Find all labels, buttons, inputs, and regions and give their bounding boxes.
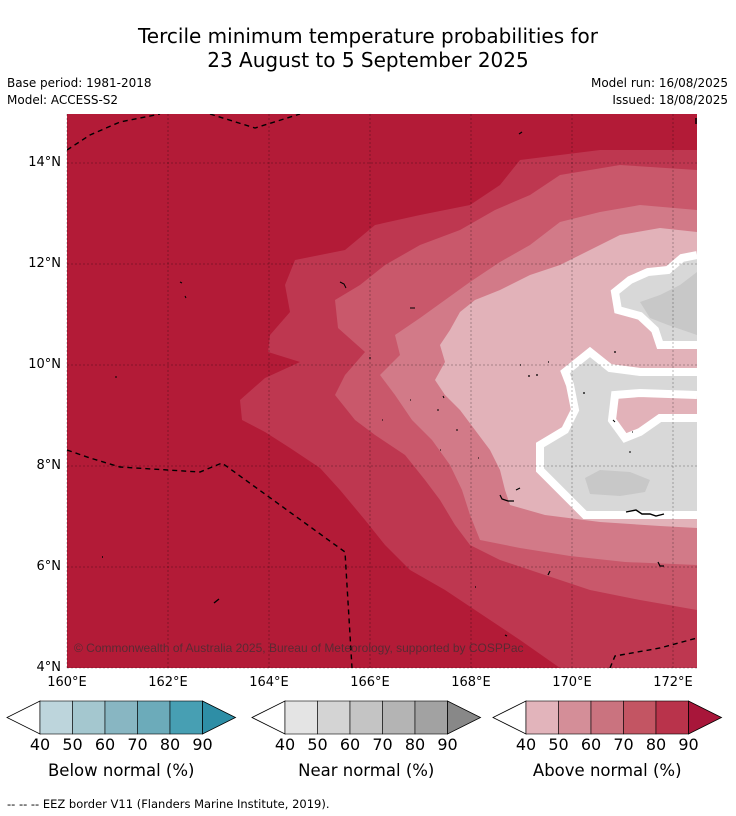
island-11 [612, 419, 633, 453]
colorbar-tick-label: 60 [94, 735, 116, 754]
eez-border-sw [67, 449, 353, 668]
colorbar-title: Above normal (%) [532, 761, 682, 780]
island-4 [339, 281, 347, 289]
lat-tick-label: 12°N [28, 256, 61, 271]
colorbar-high-extend [688, 700, 723, 735]
copyright-text: © Commonwealth of Australia 2025, Bureau… [74, 641, 524, 655]
eez-borders [67, 114, 697, 668]
colorbar-segment [382, 700, 416, 735]
colorbar-tick-label: 60 [580, 735, 602, 754]
issued-text: Issued: 18/08/2025 [612, 93, 728, 107]
island-10 [440, 429, 479, 459]
island-15 [102, 556, 220, 604]
map-fill [67, 114, 697, 668]
lon-tick-label: 168°E [451, 675, 491, 690]
island-9 [382, 395, 445, 421]
colorbar-high-extend [447, 700, 482, 735]
colorbar-segment [623, 700, 657, 735]
colorbar-tick-label: 90 [678, 735, 699, 754]
colorbar-tick-label: 50 [548, 735, 569, 754]
colorbar-tick-label: 50 [307, 735, 328, 754]
colorbar-title: Below normal (%) [47, 761, 195, 780]
colorbar-tick-label: 80 [404, 735, 426, 754]
base-period-text: Base period: 1981-2018 [7, 76, 152, 90]
island-7 [520, 361, 549, 377]
near-60-region-south [585, 470, 650, 496]
island-3 [179, 281, 187, 299]
colorbar-low-extend [251, 700, 286, 735]
colorbar-segment [317, 700, 351, 735]
colorbar-high-extend [202, 700, 237, 735]
colorbar-tick-label: 70 [613, 735, 634, 754]
colorbar-segment [558, 700, 592, 735]
lat-tick-label: 8°N [36, 458, 62, 473]
islands [102, 118, 697, 637]
colorbar-segment [72, 700, 106, 735]
model-run-text: Model run: 16/08/2025 [590, 76, 728, 90]
colorbar-segment [284, 700, 318, 735]
near-normal-outline-inner [607, 388, 697, 443]
colorbar-segment [590, 700, 624, 735]
colorbar-segment [414, 700, 448, 735]
colorbars [6, 700, 723, 735]
lon-tick-label: 172°E [653, 675, 693, 690]
lon-tick-label: 164°E [249, 675, 289, 690]
colorbar-tick-label: 40 [29, 735, 51, 754]
island-8 [583, 351, 616, 394]
eez-border-nw [67, 114, 161, 151]
colorbar-segment [525, 700, 559, 735]
colorbar-segment [169, 700, 203, 735]
lon-tick-label: 162°E [148, 675, 188, 690]
lon-tick-label: 160°E [47, 675, 87, 690]
colorbar-segment [39, 700, 73, 735]
model-text: Model: ACCESS-S2 [7, 93, 119, 107]
island-6 [115, 357, 371, 378]
colorbar-tick-label: 70 [372, 735, 393, 754]
map-title-line1: Tercile minimum temperature probabilitie… [137, 24, 599, 48]
colorbar-segment [655, 700, 689, 735]
lat-tick-label: 14°N [28, 155, 61, 170]
colorbar-low-extend [492, 700, 527, 735]
lat-tick-label: 10°N [28, 357, 61, 372]
near-normal-outline-south [536, 346, 697, 519]
colorbar-tick-label: 80 [159, 735, 181, 754]
island-1 [518, 131, 523, 135]
eez-footnote: -- -- -- EEZ border V11 (Flanders Marine… [7, 797, 330, 811]
island-12 [499, 487, 521, 502]
colorbar-tick-label: 80 [645, 735, 667, 754]
near-normal-outline-east [610, 251, 697, 349]
colorbar-tick-label: 50 [62, 735, 83, 754]
near-60-region-east [640, 272, 697, 335]
graticule [66, 114, 697, 669]
colorbar-tick-label: 90 [437, 735, 458, 754]
lon-tick-label: 166°E [350, 675, 390, 690]
island-13 [625, 509, 665, 517]
lon-tick-label: 170°E [552, 675, 592, 690]
lat-tick-label: 4°N [36, 660, 62, 675]
eez-border-n [209, 114, 301, 129]
colorbar-low-extend [6, 700, 41, 735]
colorbar-title: Near normal (%) [298, 761, 435, 780]
island-14 [547, 561, 664, 576]
colorbar-tick-label: 90 [192, 735, 213, 754]
lat-tick-label: 6°N [36, 559, 62, 574]
colorbar-segment [349, 700, 383, 735]
colorbar-tick-label: 60 [339, 735, 361, 754]
island-16 [475, 586, 508, 637]
colorbar-tick-label: 40 [274, 735, 296, 754]
colorbar-segment [137, 700, 171, 735]
colorbar-tick-label: 40 [515, 735, 537, 754]
colorbar-tick-label: 70 [127, 735, 148, 754]
colorbar-segment [104, 700, 138, 735]
map-title-line2: 23 August to 5 September 2025 [207, 48, 529, 72]
